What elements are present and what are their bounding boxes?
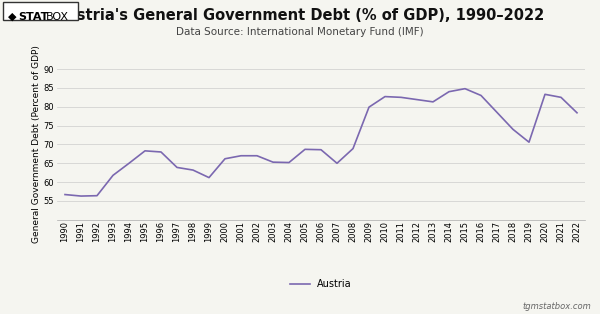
Text: ◆: ◆ (8, 12, 16, 22)
Text: STAT: STAT (18, 12, 49, 22)
Y-axis label: General Government Debt (Percent of GDP): General Government Debt (Percent of GDP) (32, 46, 41, 243)
Text: Austria's General Government Debt (% of GDP), 1990–2022: Austria's General Government Debt (% of … (55, 8, 545, 23)
Text: Data Source: International Monetary Fund (IMF): Data Source: International Monetary Fund… (176, 27, 424, 37)
Text: tgmstatbox.com: tgmstatbox.com (522, 302, 591, 311)
Legend: Austria: Austria (286, 276, 356, 293)
Text: BOX: BOX (46, 12, 68, 22)
